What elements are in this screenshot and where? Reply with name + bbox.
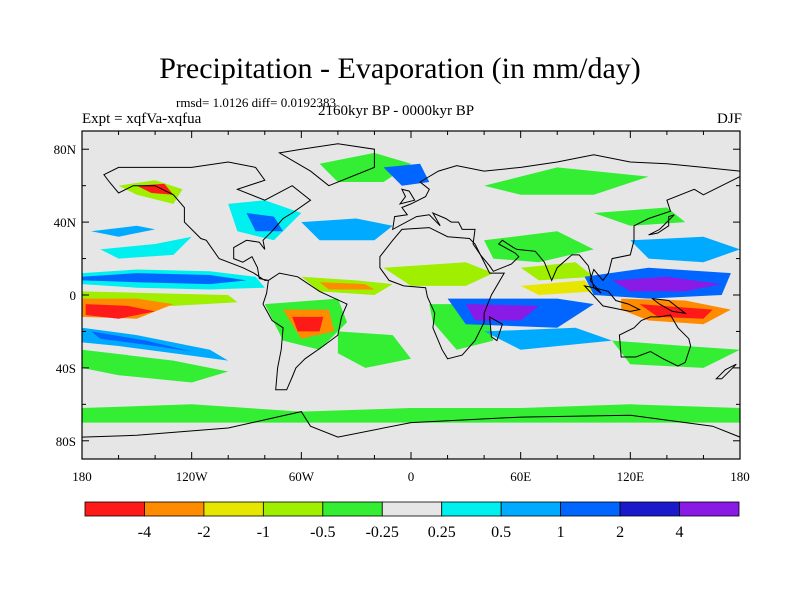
field-south-atlantic	[337, 331, 411, 368]
field-alaska-red	[136, 183, 174, 195]
y-tick-label: 80N	[54, 142, 77, 157]
field-south-australia	[612, 340, 740, 368]
colorbar-label: 1	[557, 524, 565, 541]
period-label: 2160kyr BP - 0000kyr BP	[318, 103, 475, 119]
colorbar-label: -0.5	[310, 524, 335, 541]
y-tick-label: 40N	[54, 215, 77, 230]
season-label: DJF	[716, 111, 742, 127]
x-tick-label: 60W	[289, 469, 315, 484]
field-pacific-itcz-core	[82, 273, 247, 285]
colorbar-swatch	[144, 501, 205, 517]
field-maritime-core	[612, 276, 722, 292]
field-north-pacific-blue	[91, 225, 156, 237]
colorbar-swatch	[441, 501, 502, 517]
colorbar-swatch	[262, 501, 324, 517]
coast-greenland	[277, 143, 375, 187]
field-southern-ocean	[82, 404, 740, 423]
coast-madagascar	[489, 315, 504, 342]
y-tick-label: 40S	[56, 361, 76, 376]
x-tick-label: 180	[72, 469, 92, 484]
colorbar-label: -2	[197, 524, 210, 541]
field-asia	[484, 231, 594, 263]
chart-title: Precipitation - Evaporation (in mm/day)	[159, 52, 641, 85]
colorbar-label: 0.25	[428, 524, 456, 541]
colorbar-label: 0.5	[491, 524, 511, 541]
axes: 180 120W 60W 0 60E 120E 180 80N 40N 0 40S 80S	[54, 131, 750, 484]
coast-antarctica	[82, 411, 740, 459]
field-north-atlantic	[301, 218, 393, 241]
field-spcz-core	[91, 331, 192, 352]
field-equator-yellow	[520, 280, 594, 295]
field-atlantic-dry	[319, 282, 375, 290]
y-tick-label: 0	[70, 288, 77, 303]
map-field	[82, 131, 740, 459]
coast-north-america	[103, 161, 312, 281]
y-tick-label: 80S	[56, 434, 76, 449]
colorbar-swatch	[203, 501, 264, 517]
x-tick-label: 60E	[510, 469, 531, 484]
x-tick-label: 120E	[617, 469, 645, 484]
field-east-us	[246, 213, 284, 232]
x-tick-label: 0	[408, 469, 415, 484]
coast-africa	[379, 227, 506, 360]
coast-new-guinea	[650, 297, 688, 314]
colorbar-swatch	[322, 501, 383, 517]
coast-japan	[648, 214, 675, 236]
experiment-label: Expt = xqfVa-xqfua	[82, 111, 202, 127]
colorbar-swatch	[560, 501, 621, 517]
field-amazon-core	[292, 316, 324, 332]
colorbar-label: -4	[138, 524, 151, 541]
x-tick-label: 120W	[176, 469, 209, 484]
field-pacific-dry-core	[85, 304, 156, 319]
coastlines	[82, 143, 740, 459]
field-west-pacific-north	[630, 236, 740, 263]
colorbar-label: 2	[616, 524, 624, 541]
coast-eurasia	[392, 154, 740, 294]
field-east-asia	[593, 207, 686, 226]
colorbar-label: -1	[257, 524, 270, 541]
colorbar-swatch	[619, 501, 680, 517]
coast-south-america	[262, 272, 348, 391]
colorbar-swatch	[679, 501, 740, 517]
coast-britain	[398, 188, 416, 205]
coast-new-zealand	[714, 363, 737, 380]
field-siberia	[484, 167, 649, 195]
field-south-pacific	[82, 349, 229, 383]
colorbar-swatch	[500, 501, 562, 517]
coast-australia	[618, 314, 692, 367]
field-north-pacific-cyan	[100, 236, 192, 259]
x-tick-label: 180	[730, 469, 750, 484]
field-greenland	[319, 152, 411, 182]
field-north-australia-red	[639, 304, 713, 319]
colorbar-swatch	[84, 501, 145, 517]
colorbar: -4 -2 -1 -0.5 -0.25 0.25 0.5 1 2 4	[84, 501, 740, 541]
colorbar-swatch	[381, 501, 443, 517]
stats-label: rmsd= 1.0126 diff= 0.0192383	[176, 95, 336, 110]
field-contours	[82, 152, 740, 423]
colorbar-label: -0.25	[366, 524, 399, 541]
field-sahel	[383, 262, 494, 286]
field-arabian-sea	[520, 262, 594, 281]
colorbar-label: 4	[676, 524, 684, 541]
coast-indonesia	[583, 285, 642, 312]
field-norway-sea	[383, 163, 430, 186]
field-indian-south	[484, 327, 613, 350]
